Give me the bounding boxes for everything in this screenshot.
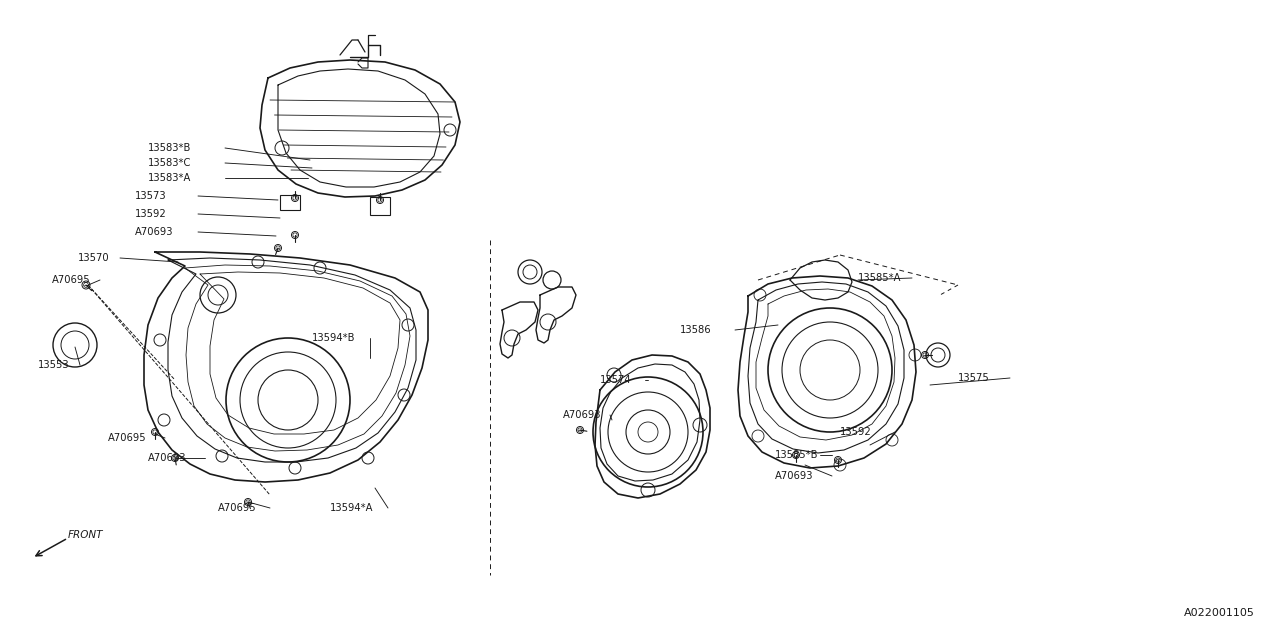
Text: 13575: 13575 <box>957 373 989 383</box>
Text: 13553: 13553 <box>38 360 69 370</box>
Text: A70693: A70693 <box>774 471 814 481</box>
Text: A70695: A70695 <box>218 503 256 513</box>
Text: 13583*B: 13583*B <box>148 143 192 153</box>
Text: A70695: A70695 <box>52 275 91 285</box>
Text: A70693: A70693 <box>134 227 174 237</box>
Text: 13594*B: 13594*B <box>312 333 356 343</box>
Text: 13570: 13570 <box>78 253 110 263</box>
Text: 13574: 13574 <box>600 375 631 385</box>
Text: 13583*A: 13583*A <box>148 173 192 183</box>
Text: 13592: 13592 <box>840 427 872 437</box>
Text: FRONT: FRONT <box>68 530 104 540</box>
Text: A022001105: A022001105 <box>1184 608 1254 618</box>
Text: 13573: 13573 <box>134 191 166 201</box>
Text: 13585*B: 13585*B <box>774 450 818 460</box>
Text: 13586: 13586 <box>680 325 712 335</box>
Text: 13594*A: 13594*A <box>330 503 374 513</box>
Text: 13585*A: 13585*A <box>858 273 901 283</box>
Text: A70695: A70695 <box>108 433 147 443</box>
Text: 13592: 13592 <box>134 209 166 219</box>
Text: 13583*C: 13583*C <box>148 158 192 168</box>
Text: A70693: A70693 <box>148 453 187 463</box>
Text: A70693: A70693 <box>563 410 602 420</box>
